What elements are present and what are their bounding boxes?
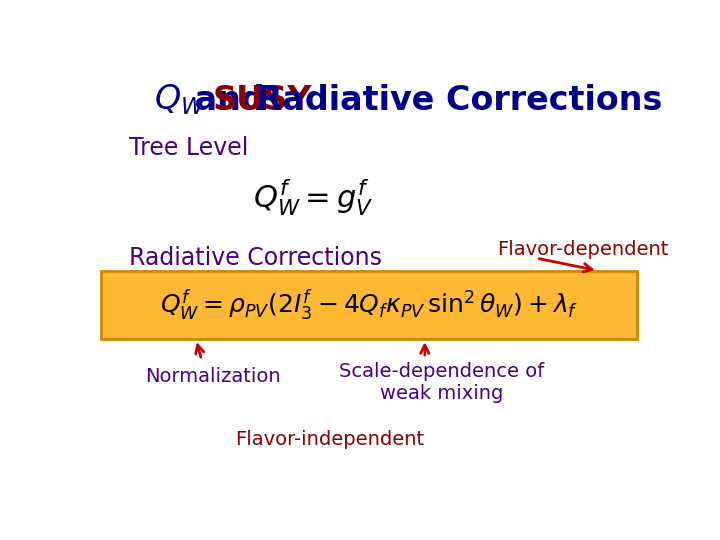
Text: and: and	[183, 84, 276, 117]
Text: $Q_W$: $Q_W$	[154, 83, 207, 118]
Text: Radiative Corrections: Radiative Corrections	[129, 246, 382, 270]
Text: $Q_W^f = g_V^f$: $Q_W^f = g_V^f$	[253, 178, 374, 218]
Text: Flavor-independent: Flavor-independent	[235, 429, 425, 449]
Text: Radiative Corrections: Radiative Corrections	[245, 84, 662, 117]
Text: $Q_W^f = \rho_{PV}(2I_3^f - 4Q_f\kappa_{PV}\,\sin^2\theta_W) + \lambda_f$: $Q_W^f = \rho_{PV}(2I_3^f - 4Q_f\kappa_{…	[160, 287, 578, 323]
Text: Tree Level: Tree Level	[129, 136, 248, 160]
Text: SUSY: SUSY	[212, 84, 312, 117]
Text: Scale-dependence of
weak mixing: Scale-dependence of weak mixing	[339, 362, 544, 403]
Text: Flavor-dependent: Flavor-dependent	[498, 240, 669, 259]
FancyBboxPatch shape	[101, 271, 637, 339]
Text: Normalization: Normalization	[145, 367, 281, 386]
